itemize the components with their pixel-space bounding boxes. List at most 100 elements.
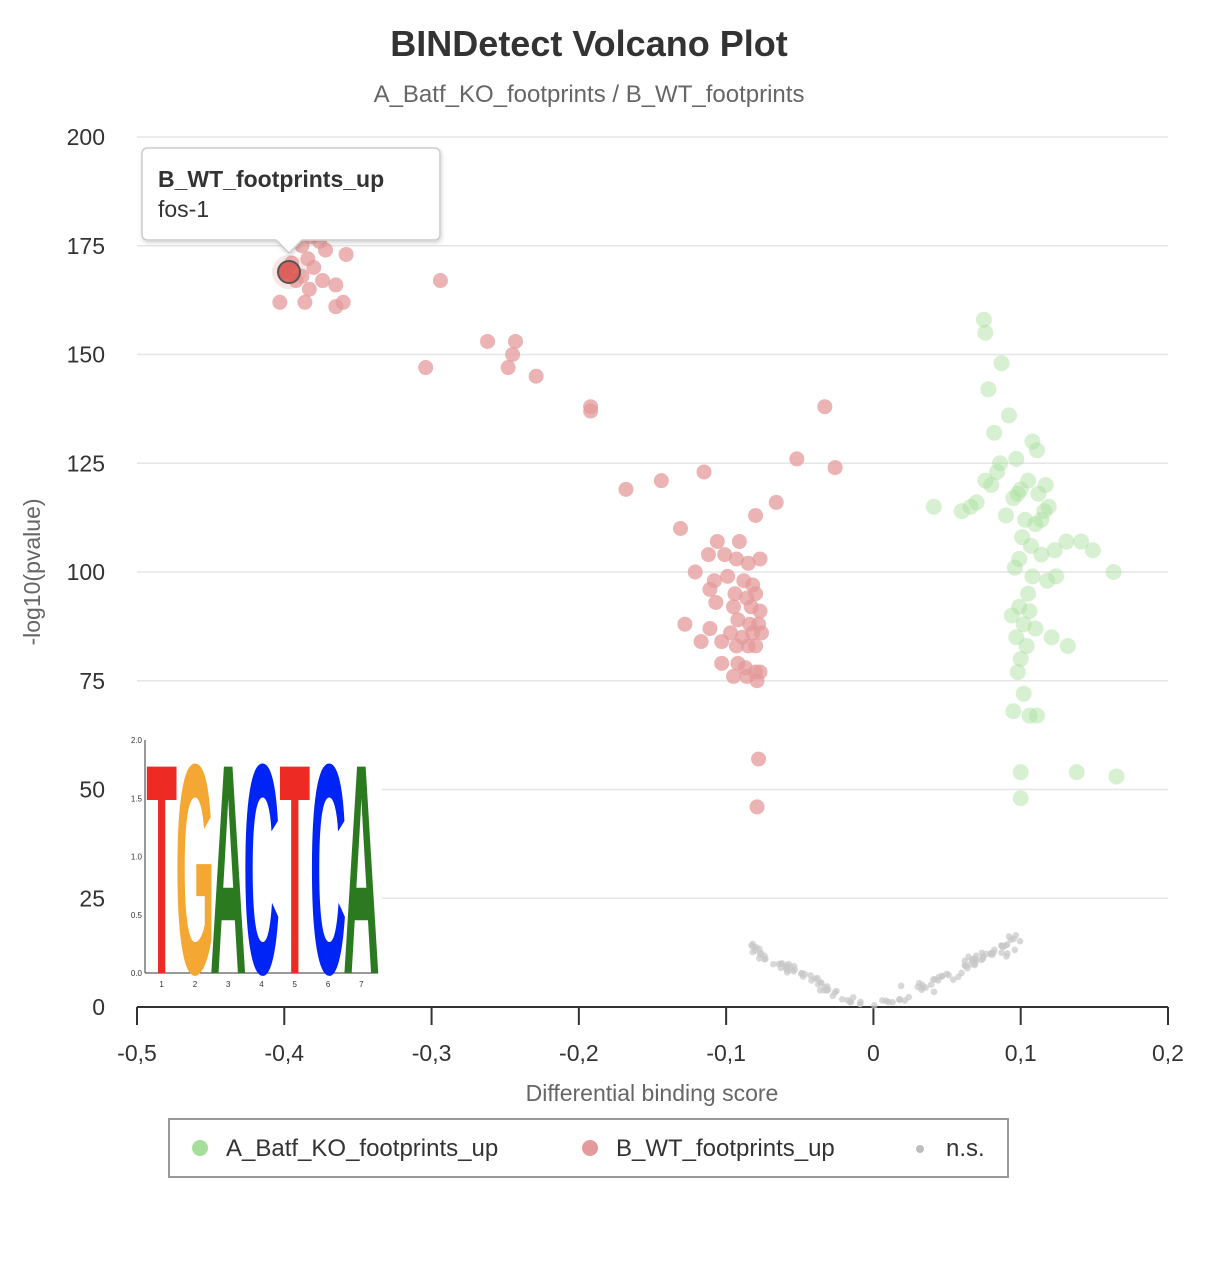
series-a-point[interactable]: [1005, 490, 1022, 507]
series-a-point[interactable]: [975, 311, 992, 328]
series-b-point[interactable]: [789, 451, 805, 467]
series-b-point[interactable]: [432, 273, 448, 289]
series-b-point[interactable]: [306, 260, 322, 275]
series-a-point[interactable]: [1017, 511, 1034, 528]
series-a-point[interactable]: [1020, 472, 1037, 489]
series-a-point[interactable]: [997, 507, 1014, 524]
series-a-point[interactable]: [1012, 764, 1029, 781]
series-a-point[interactable]: [1028, 442, 1045, 459]
series-b-point[interactable]: [708, 594, 724, 610]
series-a-point[interactable]: [1008, 450, 1025, 467]
series-b-point[interactable]: [726, 668, 742, 684]
legend-item-ns[interactable]: n.s.: [916, 1135, 985, 1162]
series-a-point[interactable]: [962, 498, 979, 515]
series-a-point[interactable]: [1024, 433, 1041, 450]
series-b-point[interactable]: [653, 473, 669, 489]
series-b-point[interactable]: [717, 547, 733, 563]
series-a-point[interactable]: [1005, 703, 1022, 720]
series-a-point[interactable]: [1015, 616, 1032, 633]
series-a-point[interactable]: [1011, 550, 1028, 567]
series-a-point[interactable]: [1009, 485, 1026, 502]
series-a-point[interactable]: [1012, 481, 1029, 498]
series-a-point[interactable]: [1037, 477, 1054, 493]
series-a-point[interactable]: [1046, 542, 1063, 559]
series-a-point[interactable]: [953, 503, 970, 520]
series-a-point[interactable]: [1027, 516, 1044, 533]
series-a-point[interactable]: [1108, 768, 1125, 785]
series-b-point[interactable]: [702, 621, 718, 637]
series-b-point[interactable]: [753, 625, 769, 641]
series-b-point[interactable]: [817, 399, 833, 415]
series-b-point[interactable]: [720, 568, 736, 584]
series-a-point[interactable]: [993, 355, 1010, 372]
series-b-point[interactable]: [328, 277, 344, 293]
series-a-point[interactable]: [989, 463, 1006, 480]
series-a-point[interactable]: [980, 381, 997, 398]
series-a-point[interactable]: [1105, 564, 1122, 580]
series-a-point[interactable]: [1012, 790, 1029, 807]
series-b-point[interactable]: [693, 634, 709, 650]
series-b-point[interactable]: [696, 464, 712, 480]
series-b-point[interactable]: [748, 638, 764, 654]
series-a-point[interactable]: [986, 424, 1003, 441]
series-b-point[interactable]: [528, 368, 544, 384]
series-b-point[interactable]: [418, 360, 434, 376]
series-b-point[interactable]: [338, 246, 354, 262]
series-a-point[interactable]: [968, 494, 985, 511]
series-b-point[interactable]: [508, 333, 524, 349]
series-a-point[interactable]: [1048, 568, 1065, 585]
series-a-point[interactable]: [1058, 533, 1075, 550]
series-b-point[interactable]: [583, 403, 599, 419]
series-a-point[interactable]: [1008, 629, 1025, 646]
series-b-point[interactable]: [752, 603, 768, 619]
series-a-point[interactable]: [1011, 598, 1028, 615]
series-b-point[interactable]: [687, 564, 703, 580]
series-a-point[interactable]: [1021, 603, 1038, 620]
series-a-point[interactable]: [1000, 407, 1017, 424]
series-a-point[interactable]: [1021, 707, 1038, 724]
series-a-point[interactable]: [1084, 542, 1101, 559]
series-a-point[interactable]: [1033, 511, 1050, 528]
series-b-point[interactable]: [714, 634, 730, 650]
series-b-point[interactable]: [751, 751, 767, 767]
series-b-point[interactable]: [731, 534, 747, 550]
series-a-point[interactable]: [1024, 568, 1041, 585]
series-b-point[interactable]: [702, 581, 718, 597]
series-a-point[interactable]: [1073, 533, 1090, 550]
series-b-point[interactable]: [748, 507, 764, 523]
series-b-point[interactable]: [709, 534, 725, 550]
series-b-point[interactable]: [618, 481, 634, 497]
series-b-point[interactable]: [727, 586, 743, 602]
series-a-point[interactable]: [1028, 707, 1045, 724]
series-a-point[interactable]: [1003, 607, 1020, 624]
series-a-point[interactable]: [977, 472, 994, 489]
series-b-point[interactable]: [728, 638, 744, 654]
series-b-point[interactable]: [728, 551, 744, 567]
series-b-point[interactable]: [505, 347, 521, 362]
series-b-point[interactable]: [315, 273, 331, 289]
series-a-point[interactable]: [1059, 637, 1076, 654]
series-b-point[interactable]: [335, 294, 351, 310]
series-b-point[interactable]: [749, 673, 765, 689]
series-a-point[interactable]: [1023, 537, 1040, 554]
series-a-point[interactable]: [1043, 629, 1060, 646]
series-b-point[interactable]: [500, 360, 516, 376]
series-b-point[interactable]: [768, 494, 784, 510]
series-a-point[interactable]: [925, 498, 942, 515]
series-b-point[interactable]: [714, 655, 730, 671]
series-a-point[interactable]: [1006, 559, 1023, 576]
series-b-point[interactable]: [480, 333, 496, 349]
series-a-point[interactable]: [1015, 685, 1032, 702]
series-b-point[interactable]: [672, 521, 688, 536]
series-b-point[interactable]: [297, 294, 313, 310]
series-a-point[interactable]: [1018, 637, 1035, 654]
series-a-point[interactable]: [1030, 485, 1047, 502]
series-a-point[interactable]: [983, 477, 1000, 493]
legend-item-b[interactable]: B_WT_footprints_up: [582, 1135, 835, 1162]
series-b-point[interactable]: [740, 555, 756, 571]
series-b-point[interactable]: [748, 586, 764, 602]
hovered-point[interactable]: [277, 260, 301, 284]
series-b-point[interactable]: [318, 242, 334, 258]
series-a-point[interactable]: [1040, 498, 1057, 515]
series-a-point[interactable]: [1036, 503, 1053, 520]
